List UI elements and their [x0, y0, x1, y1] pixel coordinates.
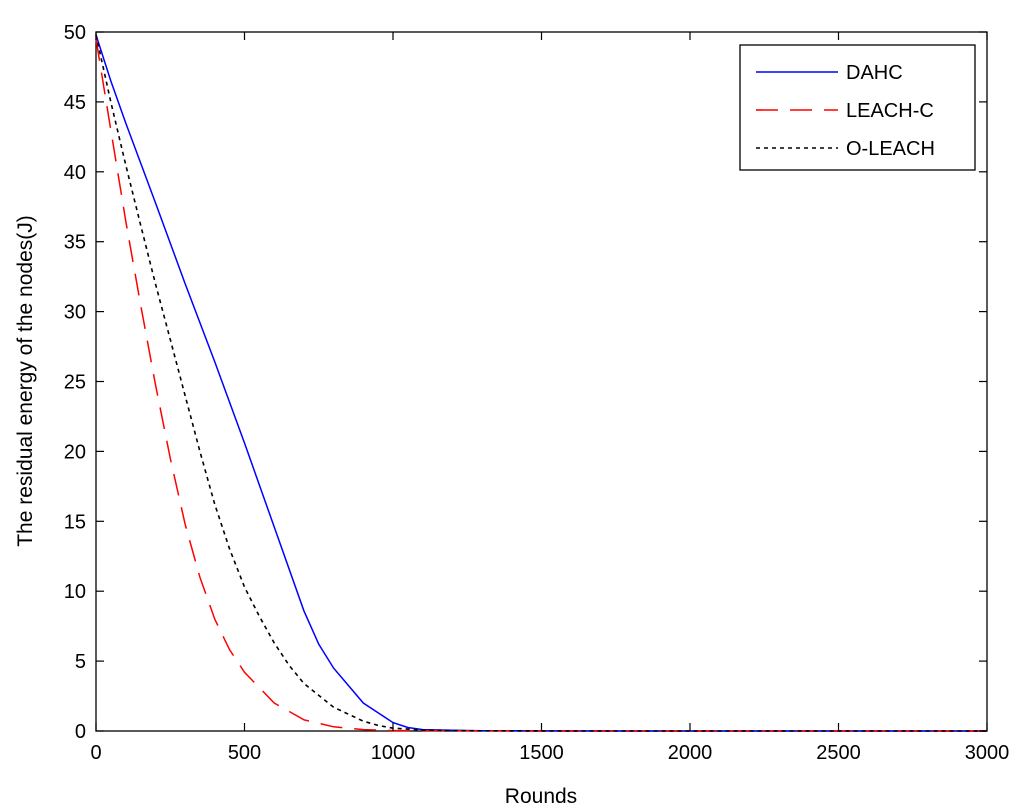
y-tick-label: 40 [64, 162, 86, 184]
x-tick-label: 3000 [965, 742, 1010, 764]
x-tick-label: 2000 [668, 742, 713, 764]
y-tick-label: 30 [64, 302, 86, 324]
y-tick-label: 10 [64, 581, 86, 603]
y-tick-label: 0 [75, 721, 86, 743]
legend-entries: DAHC LEACH-C O-LEACH [756, 62, 935, 160]
x-tick-label: 1000 [371, 742, 416, 764]
legend-label: DAHC [846, 62, 903, 84]
y-axis-ticks: 0 5 10 15 20 25 30 35 40 45 50 [64, 22, 987, 743]
x-tick-label: 0 [90, 742, 101, 764]
y-tick-label: 25 [64, 372, 86, 394]
x-axis-ticks: 0 500 1000 1500 2000 2500 3000 [90, 32, 1009, 764]
y-tick-label: 35 [64, 232, 86, 254]
y-tick-label: 50 [64, 22, 86, 44]
x-axis-label: Rounds [505, 785, 577, 808]
legend-label: LEACH-C [846, 100, 934, 122]
x-tick-label: 500 [228, 742, 261, 764]
y-tick-label: 15 [64, 511, 86, 533]
y-tick-label: 45 [64, 92, 86, 114]
series-line-dahc [95, 34, 987, 732]
legend-label: O-LEACH [846, 138, 935, 160]
x-tick-label: 1500 [519, 742, 564, 764]
x-tick-label: 2500 [816, 742, 861, 764]
legend-box [739, 44, 976, 171]
y-axis-label: The residual energy of the nodes(J) [14, 215, 37, 547]
legend: DAHC LEACH-C O-LEACH [739, 44, 976, 171]
y-tick-label: 20 [64, 441, 86, 463]
y-tick-label: 5 [75, 651, 86, 673]
